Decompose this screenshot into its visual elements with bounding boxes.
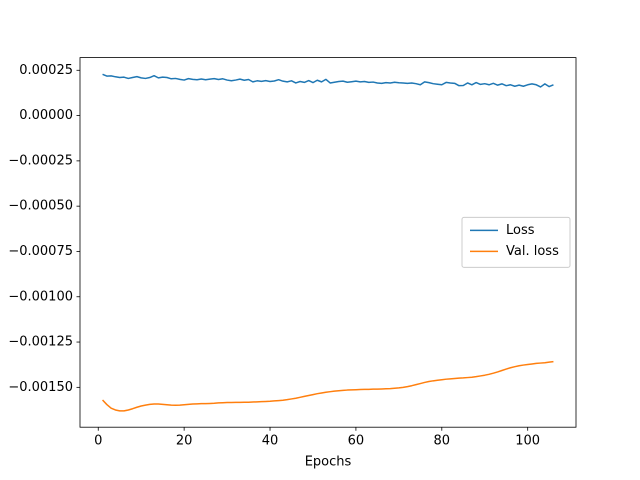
y-tick-label: −0.00075 [8,244,73,259]
y-tick-label: −0.00150 [8,380,73,395]
y-tick-label: −0.00050 [8,199,73,214]
x-tick-label: 60 [348,434,365,449]
series-line [102,360,554,412]
y-tick-label: −0.00025 [8,153,73,168]
y-tick-label: 0.00025 [19,63,73,78]
series-line [102,73,554,88]
x-tick-label: 40 [262,434,279,449]
legend-label: Loss [506,223,535,238]
x-tick-label: 0 [94,434,102,449]
axes-frame [79,57,577,428]
legend-label: Val. loss [506,244,559,259]
x-tick-label: 80 [434,434,451,449]
y-tick-label: 0.00000 [19,108,73,123]
x-tick-label: 20 [176,434,193,449]
y-tick-label: −0.00100 [8,289,73,304]
y-tick-label: −0.00125 [8,335,73,350]
x-tick-label: 100 [515,434,540,449]
x-axis-label: Epochs [305,455,352,470]
